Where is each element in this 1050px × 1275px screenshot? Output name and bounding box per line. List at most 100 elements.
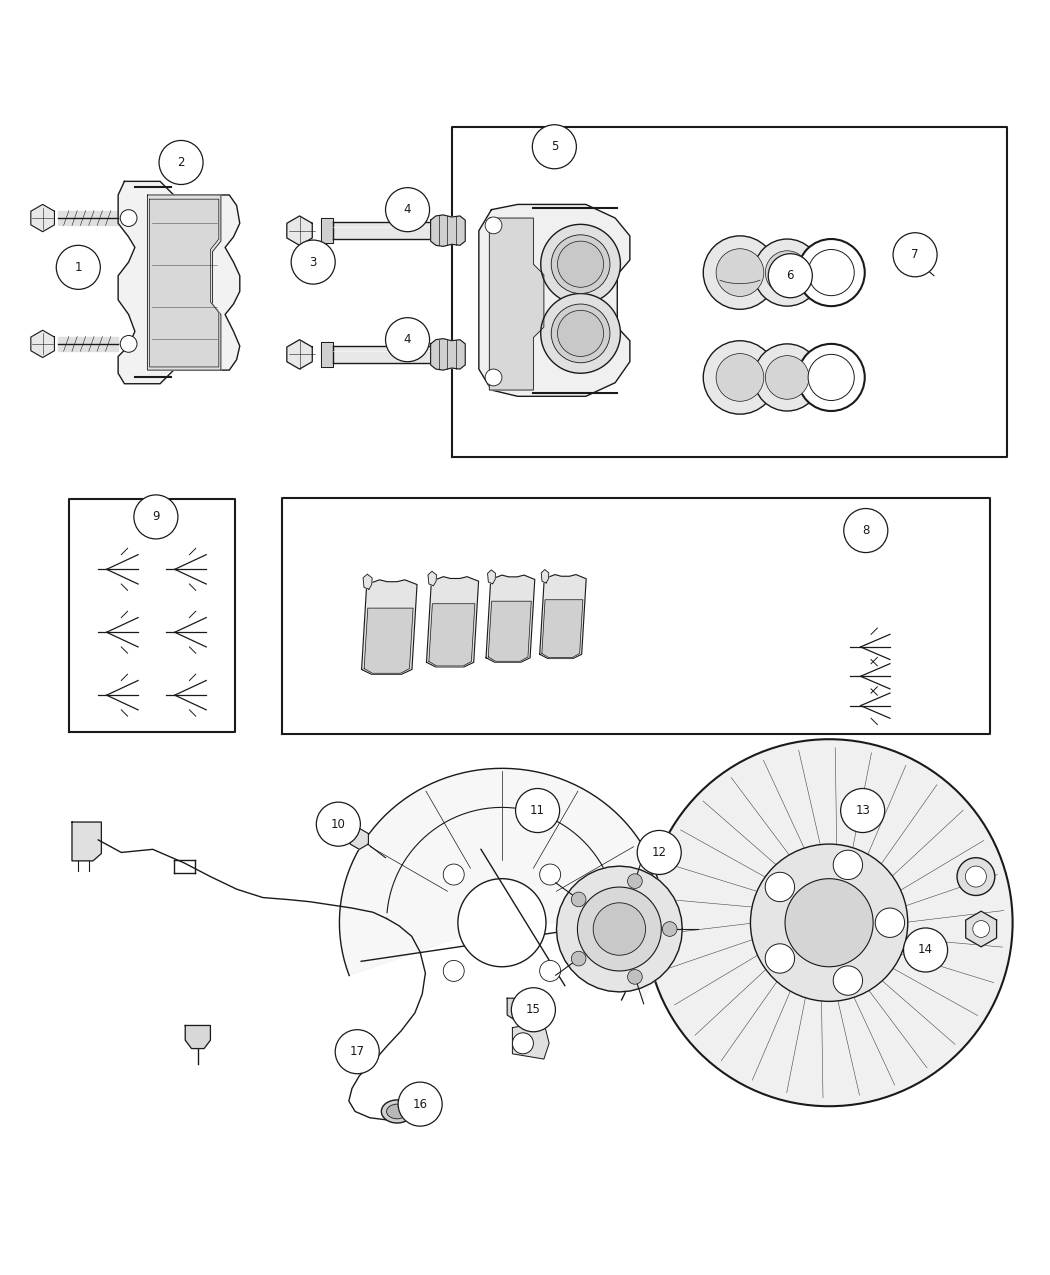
- Polygon shape: [72, 822, 102, 861]
- Polygon shape: [287, 339, 312, 368]
- Text: 15: 15: [526, 1003, 541, 1016]
- Circle shape: [663, 922, 677, 936]
- Polygon shape: [361, 580, 417, 674]
- Circle shape: [551, 303, 610, 363]
- Polygon shape: [540, 575, 586, 658]
- Circle shape: [841, 788, 885, 833]
- Circle shape: [957, 858, 994, 895]
- Circle shape: [532, 125, 576, 168]
- Polygon shape: [333, 222, 430, 238]
- Circle shape: [540, 864, 561, 885]
- Polygon shape: [30, 204, 55, 232]
- Polygon shape: [486, 575, 534, 662]
- Text: 13: 13: [855, 805, 870, 817]
- Circle shape: [485, 217, 502, 233]
- Circle shape: [571, 951, 586, 966]
- Circle shape: [765, 251, 808, 295]
- Polygon shape: [287, 215, 312, 245]
- Text: 14: 14: [918, 944, 933, 956]
- Circle shape: [628, 873, 643, 889]
- Circle shape: [316, 802, 360, 847]
- Polygon shape: [149, 199, 218, 367]
- Polygon shape: [363, 574, 372, 589]
- Circle shape: [458, 878, 546, 966]
- Text: 16: 16: [413, 1098, 427, 1111]
- Circle shape: [894, 233, 937, 277]
- Polygon shape: [507, 998, 532, 1024]
- Circle shape: [291, 240, 335, 284]
- Circle shape: [808, 354, 855, 400]
- Polygon shape: [339, 769, 665, 1000]
- Polygon shape: [541, 570, 549, 583]
- Circle shape: [385, 187, 429, 232]
- Circle shape: [551, 235, 610, 293]
- Circle shape: [834, 850, 862, 880]
- Polygon shape: [488, 602, 531, 662]
- Text: 5: 5: [550, 140, 558, 153]
- Polygon shape: [429, 604, 475, 666]
- Circle shape: [485, 368, 502, 386]
- Circle shape: [876, 908, 905, 937]
- Text: 8: 8: [862, 524, 869, 537]
- Polygon shape: [426, 576, 479, 667]
- Circle shape: [965, 866, 986, 887]
- Polygon shape: [479, 204, 630, 397]
- Text: 1: 1: [75, 261, 82, 274]
- Circle shape: [798, 344, 865, 411]
- Circle shape: [637, 830, 681, 875]
- Circle shape: [754, 238, 821, 306]
- Text: 2: 2: [177, 156, 185, 170]
- Circle shape: [121, 335, 136, 352]
- Polygon shape: [185, 1025, 210, 1048]
- Circle shape: [57, 245, 101, 289]
- Text: 12: 12: [652, 847, 667, 859]
- Circle shape: [571, 892, 586, 907]
- Circle shape: [704, 340, 777, 414]
- Polygon shape: [966, 912, 996, 947]
- Polygon shape: [430, 339, 465, 370]
- Circle shape: [646, 740, 1012, 1107]
- Polygon shape: [119, 181, 239, 384]
- Circle shape: [972, 921, 989, 937]
- Circle shape: [443, 864, 464, 885]
- Polygon shape: [351, 829, 369, 849]
- Circle shape: [904, 928, 947, 972]
- Text: 6: 6: [786, 269, 794, 282]
- Text: 10: 10: [331, 817, 345, 830]
- Circle shape: [765, 356, 808, 399]
- Circle shape: [578, 887, 662, 972]
- Circle shape: [808, 250, 855, 296]
- Circle shape: [443, 960, 464, 982]
- Polygon shape: [333, 346, 430, 363]
- Circle shape: [834, 966, 862, 996]
- Ellipse shape: [381, 1100, 413, 1123]
- Circle shape: [133, 495, 177, 539]
- Circle shape: [516, 788, 560, 833]
- Polygon shape: [320, 218, 333, 244]
- Text: 4: 4: [404, 333, 412, 347]
- Circle shape: [512, 1033, 533, 1054]
- Circle shape: [121, 209, 136, 227]
- Polygon shape: [487, 570, 496, 584]
- Text: 3: 3: [310, 255, 317, 269]
- Polygon shape: [364, 608, 413, 673]
- Polygon shape: [30, 330, 55, 357]
- Text: 4: 4: [404, 203, 412, 217]
- Polygon shape: [147, 195, 220, 370]
- Circle shape: [765, 872, 795, 901]
- Circle shape: [716, 249, 763, 297]
- Circle shape: [541, 224, 621, 303]
- Polygon shape: [556, 866, 682, 992]
- Circle shape: [628, 969, 643, 984]
- Circle shape: [159, 140, 203, 185]
- Polygon shape: [428, 571, 437, 585]
- Polygon shape: [542, 599, 583, 658]
- Circle shape: [593, 903, 646, 955]
- Circle shape: [335, 1030, 379, 1074]
- Circle shape: [844, 509, 888, 552]
- Text: 11: 11: [530, 805, 545, 817]
- Circle shape: [540, 960, 561, 982]
- Polygon shape: [320, 342, 333, 367]
- Text: 7: 7: [911, 249, 919, 261]
- Circle shape: [558, 241, 604, 287]
